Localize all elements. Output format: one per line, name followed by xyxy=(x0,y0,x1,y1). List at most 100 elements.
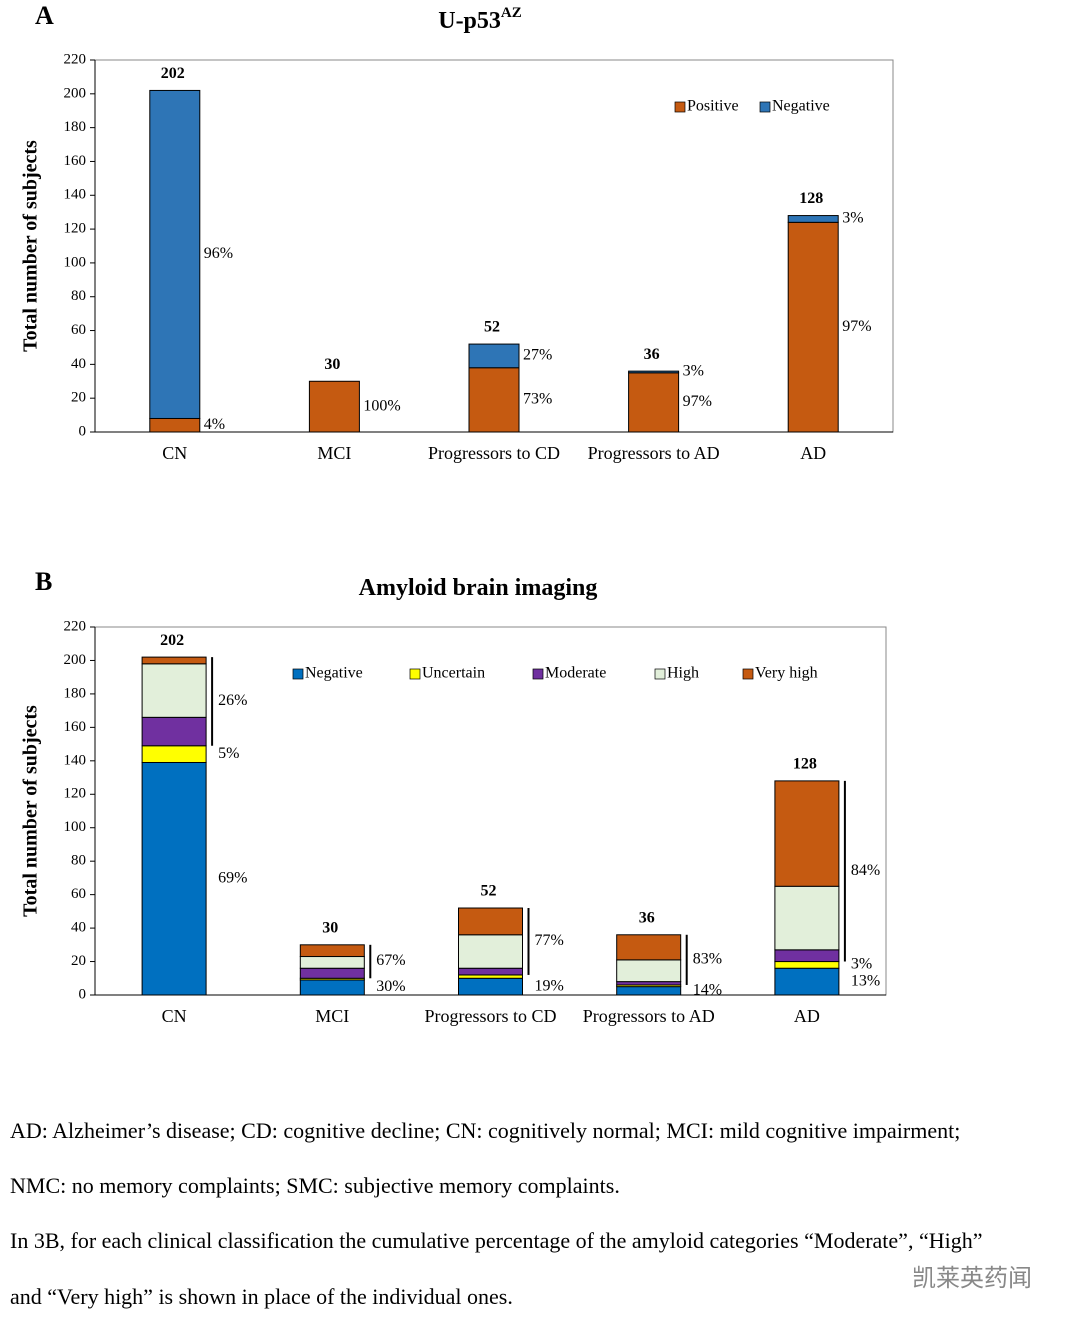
x-tick-label: CN xyxy=(162,443,187,463)
y-tick-label: 20 xyxy=(71,390,86,406)
bar-segment xyxy=(141,656,207,665)
x-tick-label: AD xyxy=(800,443,826,463)
y-tick-label: 100 xyxy=(64,254,87,270)
y-tick-label: 180 xyxy=(64,685,87,701)
y-tick-label: 40 xyxy=(71,356,86,372)
y-axis-label: Total number of subjects xyxy=(20,705,42,917)
y-tick-label: 0 xyxy=(79,986,87,1002)
total-label: 36 xyxy=(639,909,655,926)
percent-label: 14% xyxy=(693,981,722,998)
total-label: 128 xyxy=(793,756,817,773)
bar-segment xyxy=(616,981,682,986)
y-tick-label: 60 xyxy=(71,322,86,338)
panel-letter: B xyxy=(35,567,52,596)
total-label: 36 xyxy=(644,346,660,363)
percent-label: 97% xyxy=(683,393,712,410)
percent-label: 3% xyxy=(683,363,704,380)
legend-swatch xyxy=(654,668,666,680)
bar-segment xyxy=(774,949,840,963)
percent-label: 27% xyxy=(523,347,552,364)
y-tick-label: 60 xyxy=(71,886,86,902)
bar-segment xyxy=(299,956,365,969)
y-tick-label: 180 xyxy=(64,119,87,135)
legend-label: Uncertain xyxy=(422,665,485,682)
bar-segment xyxy=(458,967,523,976)
percent-label: 13% xyxy=(851,972,880,989)
x-tick-label: Progressors to AD xyxy=(588,443,720,463)
chart-title: U-p53AZ xyxy=(438,5,522,33)
bar-segment xyxy=(458,934,523,969)
y-tick-label: 80 xyxy=(71,853,86,869)
y-axis-label: Total number of subjects xyxy=(20,140,42,352)
percent-label: 30% xyxy=(376,978,405,995)
bar-segment xyxy=(299,944,365,958)
percent-label: 73% xyxy=(523,391,552,408)
bar-segment xyxy=(141,761,207,996)
bar-segment xyxy=(787,215,839,223)
x-tick-label: Progressors to CD xyxy=(424,1006,556,1026)
percent-label: 19% xyxy=(535,977,564,994)
note: and “Very high” is shown in place of the… xyxy=(10,1284,513,1309)
total-label: 30 xyxy=(322,919,338,936)
y-tick-label: 220 xyxy=(64,618,87,634)
legend-swatch xyxy=(742,668,754,680)
bar-segment xyxy=(774,967,840,996)
note: NMC: no memory complaints; SMC: subjecti… xyxy=(10,1173,620,1198)
y-tick-label: 140 xyxy=(64,187,87,203)
legend-label: High xyxy=(667,665,699,682)
legend-label: Very high xyxy=(755,665,818,682)
total-label: 30 xyxy=(324,356,340,373)
percent-label: 5% xyxy=(218,745,239,762)
bar-segment xyxy=(149,417,201,433)
bar-segment xyxy=(774,780,840,887)
y-tick-label: 140 xyxy=(64,752,87,768)
percent-label: 97% xyxy=(842,318,871,335)
bar-segment xyxy=(458,907,523,936)
y-tick-label: 0 xyxy=(79,423,87,439)
total-label: 52 xyxy=(484,319,500,336)
cumulative-percent-label: 83% xyxy=(693,951,722,968)
cumulative-percent-label: 26% xyxy=(218,692,247,709)
x-tick-label: AD xyxy=(794,1006,820,1026)
bar-segment xyxy=(787,221,839,433)
bar-segment xyxy=(299,967,365,979)
total-label: 52 xyxy=(481,883,497,900)
bar-segment xyxy=(308,380,360,433)
y-tick-label: 120 xyxy=(64,786,87,802)
total-label: 128 xyxy=(799,190,823,207)
total-label: 202 xyxy=(161,65,185,82)
panel-letter: A xyxy=(35,1,54,30)
percent-label: 3% xyxy=(851,956,872,973)
cumulative-percent-label: 84% xyxy=(851,862,880,879)
legend-swatch xyxy=(759,101,771,113)
y-tick-label: 200 xyxy=(64,85,87,101)
watermark: 凯莱英药闻 xyxy=(912,1264,1032,1292)
y-tick-label: 200 xyxy=(64,652,87,668)
bar-segment xyxy=(774,885,840,951)
legend-swatch xyxy=(674,101,686,113)
x-tick-label: MCI xyxy=(317,443,351,463)
x-tick-label: Progressors to CD xyxy=(428,443,560,463)
bar-segment xyxy=(141,716,207,747)
x-tick-label: Progressors to AD xyxy=(583,1006,715,1026)
cumulative-percent-label: 77% xyxy=(535,932,564,949)
bar-segment xyxy=(458,974,523,979)
chart-title-text: Amyloid brain imaging xyxy=(359,575,598,601)
y-tick-label: 80 xyxy=(71,288,86,304)
note: In 3B, for each clinical classification … xyxy=(10,1228,983,1253)
bar-segment xyxy=(616,986,682,996)
total-label: 202 xyxy=(160,632,184,649)
bar-segment xyxy=(616,934,682,961)
bar-segment xyxy=(616,959,682,983)
y-tick-label: 120 xyxy=(64,221,87,237)
note: AD: Alzheimer’s disease; CD: cognitive d… xyxy=(10,1118,961,1143)
y-tick-label: 40 xyxy=(71,920,86,936)
percent-label: 4% xyxy=(204,416,225,433)
y-tick-label: 160 xyxy=(64,153,87,169)
chart-title-superscript: AZ xyxy=(501,5,522,21)
y-tick-label: 220 xyxy=(64,51,87,67)
legend-label: Moderate xyxy=(545,665,606,682)
y-tick-label: 20 xyxy=(71,953,86,969)
bar-segment xyxy=(468,343,520,369)
